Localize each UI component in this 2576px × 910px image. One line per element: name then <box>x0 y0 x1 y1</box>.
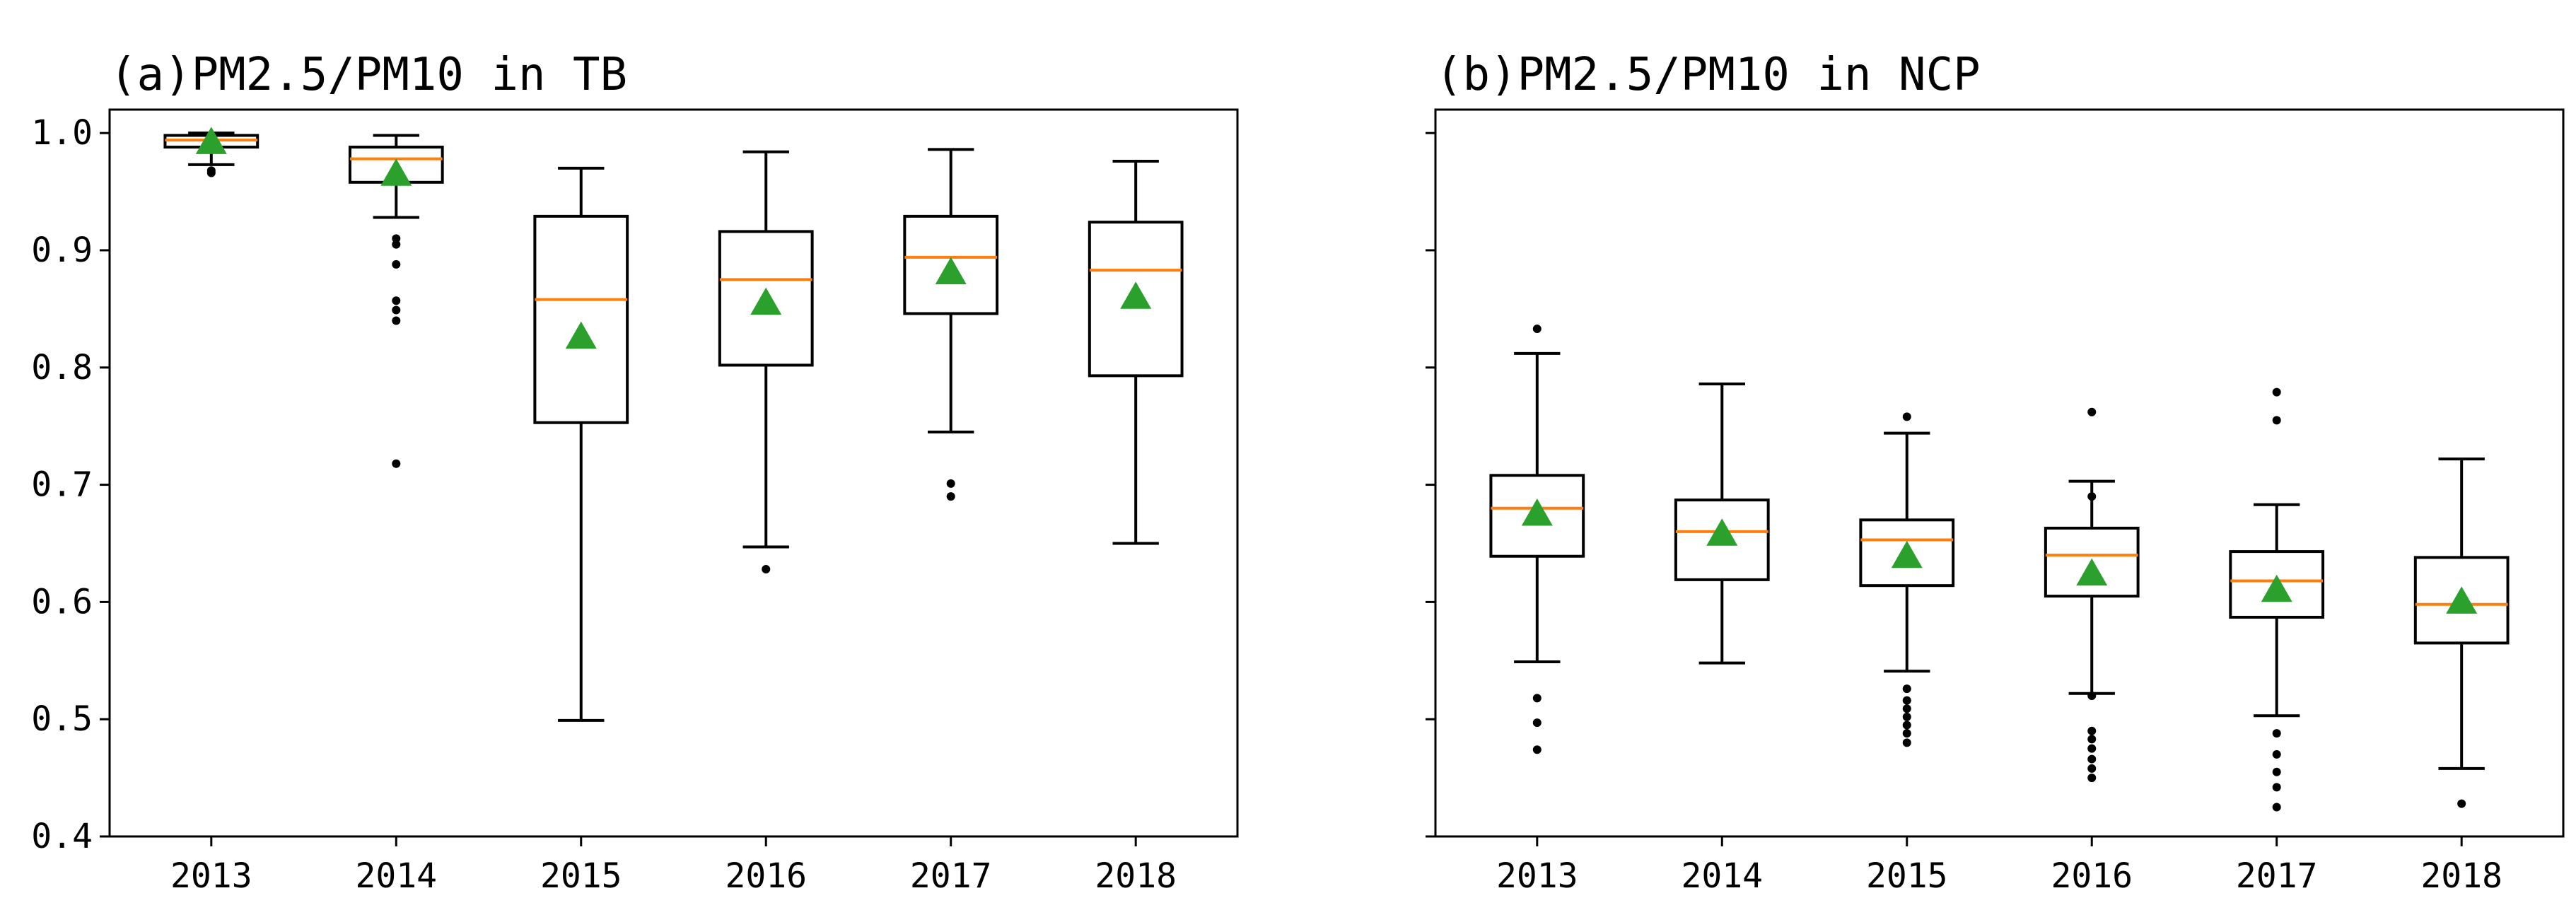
mean-marker <box>935 257 967 284</box>
box-2013 <box>1489 325 1585 754</box>
x-tick-label: 2015 <box>1866 856 1948 896</box>
y-tick-label: 0.5 <box>31 699 93 739</box>
outlier-point <box>1902 712 1911 721</box>
mean-marker <box>1706 518 1738 546</box>
outlier-point <box>392 240 401 249</box>
outlier-point <box>392 305 401 315</box>
outlier-point <box>1532 745 1541 754</box>
panel-title: (b)PM2.5/PM10 in NCP <box>1435 49 1981 101</box>
outlier-point <box>392 259 401 269</box>
y-tick-label: 0.8 <box>31 348 93 387</box>
axes-frame <box>108 108 1239 838</box>
outlier-point <box>2272 729 2281 738</box>
x-tick-label: 2013 <box>1496 856 1578 896</box>
outlier-point <box>2272 416 2281 425</box>
x-tick-label: 2017 <box>2236 856 2318 896</box>
outlier-point <box>2272 767 2281 776</box>
outlier-point <box>1902 704 1911 713</box>
mean-marker <box>1891 540 1923 568</box>
outlier-point <box>2087 407 2097 416</box>
mean-marker <box>380 158 412 186</box>
outlier-point <box>2272 803 2281 812</box>
mean-marker <box>1521 498 1553 526</box>
outlier-point <box>392 234 401 243</box>
outlier-point <box>2087 692 2097 701</box>
panel-ncp: (b)PM2.5/PM10 in NCP 2013 2014 2015 2016 2017… <box>1426 49 2565 896</box>
x-tick-label: 2015 <box>540 856 622 896</box>
mean-marker <box>750 287 782 315</box>
box-2015 <box>533 166 629 722</box>
outlier-point <box>1532 718 1541 728</box>
x-tick-label: 2014 <box>1681 856 1763 896</box>
outlier-point <box>1902 684 1911 694</box>
y-tick-label: 0.4 <box>31 817 93 856</box>
outlier-point <box>946 479 955 488</box>
outlier-point <box>1902 412 1911 421</box>
outlier-point <box>1902 729 1911 738</box>
axes-frame <box>1434 108 2565 838</box>
outlier-point <box>2087 754 2097 764</box>
y-tick-label: 0.6 <box>31 582 93 622</box>
x-tick-label: 2014 <box>355 856 437 896</box>
y-tick-label: 0.7 <box>31 465 93 505</box>
mean-marker <box>2261 574 2292 602</box>
outlier-point <box>946 492 955 501</box>
box-2018 <box>1088 159 1184 545</box>
mean-marker <box>565 321 597 349</box>
outlier-point <box>2087 735 2097 744</box>
iqr-box <box>533 214 629 424</box>
outlier-point <box>2272 749 2281 759</box>
y-tick-label: 1.0 <box>31 113 93 153</box>
mean-marker <box>1120 281 1152 309</box>
outlier-point <box>2087 764 2097 773</box>
outlier-point <box>392 316 401 325</box>
panel-title: (a)PM2.5/PM10 in TB <box>110 49 627 101</box>
outlier-point <box>1902 696 1911 705</box>
outlier-point <box>2087 744 2097 753</box>
box-2016 <box>718 150 814 573</box>
x-tick-label: 2013 <box>170 856 252 896</box>
outlier-point <box>2457 799 2466 808</box>
outlier-point <box>2272 387 2281 397</box>
outlier-point <box>1532 694 1541 703</box>
mean-marker <box>2076 558 2108 586</box>
box-2017 <box>903 148 999 501</box>
panel-tb: (a)PM2.5/PM10 in TB 0.4 0.5 0.6 0.7 0.8 0.9 1.0… <box>31 49 1239 896</box>
outlier-point <box>2087 726 2097 735</box>
outlier-point <box>206 166 216 175</box>
box-2014 <box>348 134 444 468</box>
outlier-point <box>762 564 771 573</box>
x-tick-label: 2016 <box>725 856 807 896</box>
outlier-point <box>2087 492 2097 501</box>
outlier-point <box>1902 738 1911 747</box>
mean-marker <box>2446 586 2478 614</box>
x-tick-label: 2018 <box>2420 856 2502 896</box>
box-2017 <box>2229 387 2325 812</box>
outlier-point <box>2272 783 2281 792</box>
box-2018 <box>2413 457 2510 808</box>
x-tick-label: 2017 <box>910 856 992 896</box>
box-2014 <box>1674 382 1770 665</box>
outlier-point <box>1902 721 1911 730</box>
y-tick-label: 0.9 <box>31 231 93 270</box>
iqr-box <box>2413 556 2510 645</box>
mean-marker <box>195 127 227 154</box>
x-tick-label: 2018 <box>1095 856 1177 896</box>
outlier-point <box>392 296 401 305</box>
box-2013 <box>163 127 260 177</box>
outlier-point <box>392 459 401 468</box>
box-2015 <box>1859 412 1955 747</box>
outlier-point <box>2087 774 2097 783</box>
outlier-point <box>1532 325 1541 334</box>
x-tick-label: 2016 <box>2051 856 2133 896</box>
box-2016 <box>2044 407 2140 783</box>
